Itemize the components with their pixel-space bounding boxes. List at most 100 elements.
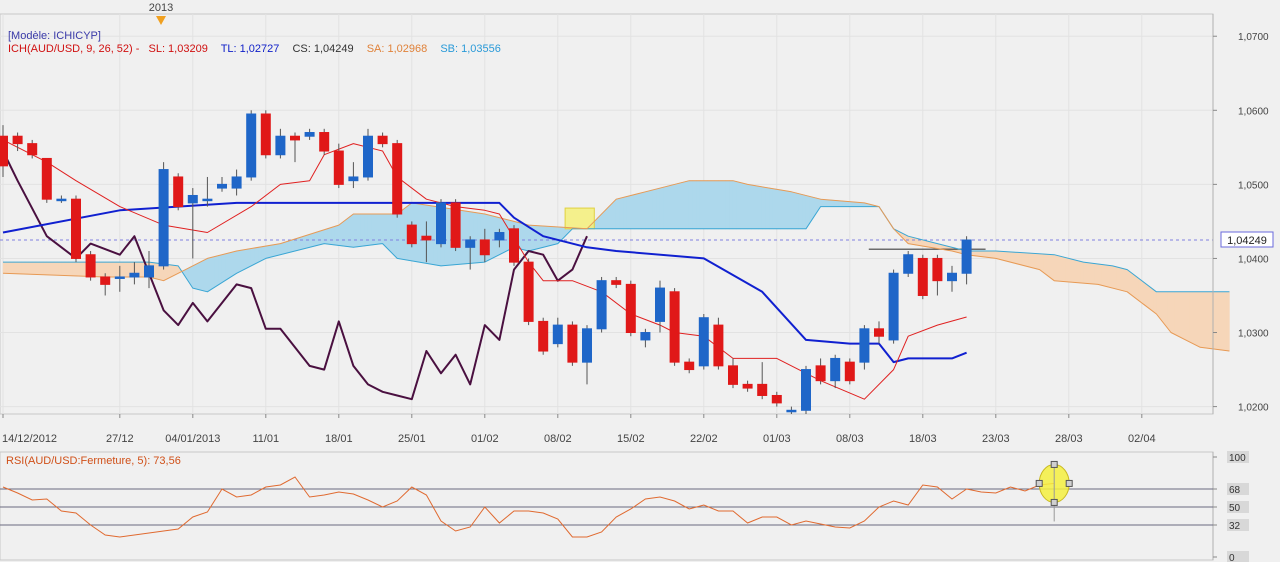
cloud-segment — [626, 195, 632, 230]
cloud-segment — [35, 261, 40, 275]
cloud-segment — [254, 246, 259, 265]
candle-body — [290, 135, 300, 141]
cloud-segment — [1057, 255, 1062, 282]
candle-body — [333, 150, 344, 185]
cloud-segment — [353, 213, 358, 248]
cloud-segment — [688, 180, 694, 230]
cloud-segment — [791, 191, 796, 230]
ichimoku-legend: ICH(AUD/USD, 9, 26, 52) - SL: 1,03209 TL… — [8, 43, 501, 55]
cloud-segment — [1086, 262, 1091, 285]
cloud-segment — [10, 261, 15, 274]
rsi-handle-grip — [1050, 460, 1058, 468]
candle-body — [231, 176, 242, 189]
cloud-segment — [991, 250, 997, 259]
cloud-segment — [699, 180, 705, 230]
candle-body — [450, 202, 461, 248]
cloud-segment — [1170, 291, 1175, 335]
cloud-segment — [364, 213, 369, 247]
cloud-segment — [1115, 266, 1121, 291]
time-tick-label: 23/03 — [982, 433, 1010, 445]
rsi-handle-grip — [1035, 479, 1043, 487]
cloud-segment — [28, 261, 33, 275]
cloud-segment — [1072, 258, 1077, 283]
candle-body — [41, 157, 52, 200]
cloud-segment — [524, 223, 529, 252]
candle-body — [830, 357, 841, 382]
cloud-segment — [1148, 285, 1154, 312]
candle-body — [611, 280, 622, 285]
legend-cs: CS: 1,04249 — [292, 43, 353, 55]
cloud-segment — [535, 225, 540, 250]
time-tick-label: 02/04 — [1128, 433, 1156, 445]
cloud-segment — [42, 261, 48, 276]
candle-body — [771, 394, 782, 404]
rsi-panel: 100 68 50 32 0 — [0, 451, 1249, 562]
cloud-segment — [1123, 268, 1128, 293]
cloud-segment — [1126, 268, 1132, 296]
candle-body — [71, 198, 81, 259]
cloud-segment — [221, 253, 226, 284]
cloud-segment — [1185, 291, 1190, 343]
cloud-segment — [24, 261, 29, 275]
cloud-segment — [247, 248, 252, 269]
candle-body — [509, 228, 519, 263]
candle-body — [392, 143, 403, 215]
cloud-segment — [838, 200, 843, 207]
candle-body — [640, 332, 651, 341]
candle-body — [377, 135, 388, 145]
cloud-segment — [305, 233, 310, 249]
cloud-segment — [670, 183, 675, 230]
candle-body — [596, 280, 607, 330]
cloud-segment — [729, 180, 734, 230]
cloud-segment — [53, 261, 59, 276]
cloud-segment — [754, 185, 759, 230]
candle-body — [319, 132, 330, 152]
cloud-segment — [338, 221, 343, 247]
cloud-segment — [739, 182, 745, 230]
candle-body — [538, 320, 549, 352]
cloud-segment — [1035, 253, 1040, 270]
cloud-segment — [385, 213, 391, 252]
rsi-tick-label-bg — [1227, 551, 1249, 562]
candle-body — [669, 291, 680, 363]
cloud-segment — [1017, 252, 1022, 266]
cloud-segment — [214, 255, 219, 288]
cloud-segment — [1214, 291, 1219, 350]
cloud-segment — [842, 200, 847, 207]
time-tick-label: 18/03 — [909, 433, 937, 445]
rsi-selection-handle[interactable] — [1035, 460, 1073, 522]
cloud-segment — [1188, 291, 1194, 345]
cloud-segment — [466, 210, 471, 265]
cloud-segment — [615, 197, 621, 230]
price-tick-label: 1,0700 — [1238, 32, 1269, 43]
cloud-segment — [203, 257, 208, 293]
cloud-segment — [666, 184, 672, 230]
candle-body — [523, 261, 534, 322]
candle-body — [786, 409, 797, 413]
rsi-handle-grip — [1050, 498, 1058, 506]
candle-body — [479, 239, 490, 256]
candle-body — [757, 383, 768, 396]
candle-body — [859, 328, 870, 363]
cloud-segment — [750, 184, 756, 230]
price-tick-label: 1,0300 — [1238, 329, 1269, 340]
cloud-segment — [725, 180, 730, 230]
cloud-segment — [229, 251, 234, 279]
legend-sb: SB: 1,03556 — [440, 43, 501, 55]
rsi-title: RSI(AUD/USD:Fermeture, 5): 73,56 — [6, 455, 181, 467]
candle-body — [713, 324, 724, 367]
cloud-segment — [473, 211, 478, 264]
cloud-segment — [349, 213, 354, 248]
year-marker-triangle[interactable] — [156, 16, 166, 25]
legend-sl: SL: 1,03209 — [148, 43, 207, 55]
cloud-segment — [64, 261, 69, 276]
cloud-segment — [1199, 291, 1205, 349]
cloud-segment — [119, 261, 124, 278]
legend-tl: TL: 1,02727 — [221, 43, 280, 55]
cloud-segment — [276, 243, 281, 257]
cloud-segment — [1174, 291, 1179, 337]
candle-body — [961, 239, 972, 274]
cloud-segment — [422, 204, 427, 264]
cloud-segment — [301, 235, 307, 250]
